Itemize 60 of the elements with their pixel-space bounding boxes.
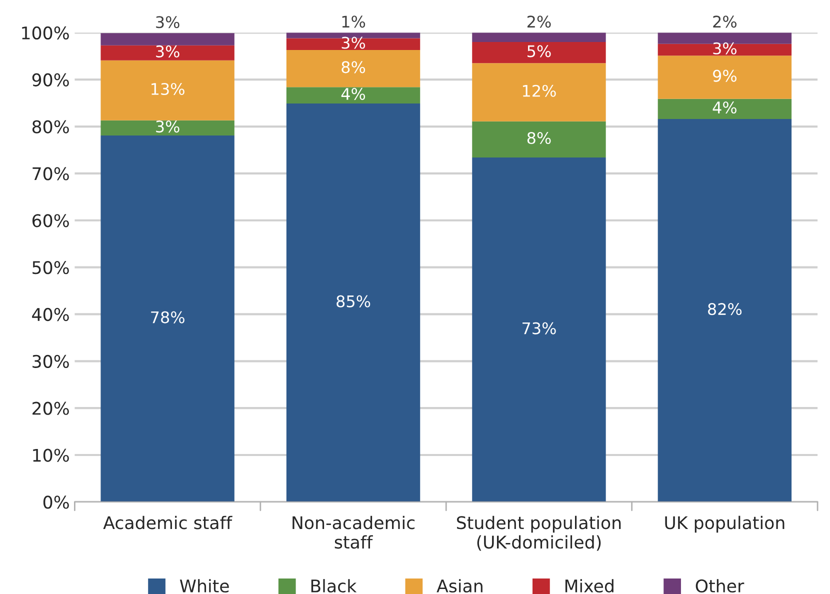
legend-label: Black xyxy=(311,579,357,593)
bar xyxy=(286,87,420,104)
bar xyxy=(472,121,606,158)
bar xyxy=(472,42,606,64)
y-tick-label: 30% xyxy=(32,354,69,368)
bar xyxy=(100,60,234,120)
x-tick-label: Academic staff xyxy=(103,516,232,530)
bar xyxy=(658,56,792,99)
bar xyxy=(658,44,792,56)
data-label: 4% xyxy=(712,101,736,114)
data-label: 78% xyxy=(151,311,184,324)
bar xyxy=(100,33,234,46)
y-tick-label: 50% xyxy=(32,261,69,274)
y-tick-label: 0% xyxy=(43,496,69,509)
y-tick-label: 100% xyxy=(22,26,69,40)
data-label: 8% xyxy=(342,61,366,74)
data-label: 3% xyxy=(156,45,180,58)
data-label: 5% xyxy=(528,45,551,58)
data-label: 9% xyxy=(713,70,736,82)
data-label: 8% xyxy=(527,132,551,144)
bar xyxy=(100,135,234,502)
y-tick-label: 70% xyxy=(32,167,69,180)
data-label: 1% xyxy=(342,16,366,28)
bar xyxy=(658,32,792,44)
bar xyxy=(286,38,420,50)
data-label: 4% xyxy=(341,88,366,100)
bar xyxy=(100,120,234,136)
x-tick-label: UK population xyxy=(665,516,784,533)
data-label: 73% xyxy=(522,322,556,334)
data-label: 3% xyxy=(342,36,366,49)
bar xyxy=(472,63,606,122)
y-tick-label: 90% xyxy=(32,73,69,86)
data-label: 3% xyxy=(713,42,736,54)
bar xyxy=(658,119,792,502)
legend-label: Mixed xyxy=(565,579,614,593)
legend-label: White xyxy=(180,579,229,593)
legend-label: Other xyxy=(696,579,744,593)
data-label: 2% xyxy=(713,16,736,28)
legend-label: Asian xyxy=(436,579,482,593)
bar xyxy=(658,98,792,120)
y-tick-label: 40% xyxy=(32,308,69,322)
bar xyxy=(472,32,606,42)
bar xyxy=(286,32,420,38)
data-label: 85% xyxy=(336,295,370,308)
data-label: 12% xyxy=(522,84,556,97)
bar xyxy=(286,104,420,502)
data-label: 2% xyxy=(527,16,551,28)
y-tick-label: 80% xyxy=(32,120,69,134)
bar xyxy=(472,157,606,502)
x-tick-label: Non-academic staff xyxy=(292,516,415,549)
y-tick-label: 20% xyxy=(32,402,69,415)
data-label: 13% xyxy=(152,82,184,96)
data-label: 3% xyxy=(156,16,180,28)
bar xyxy=(286,50,420,88)
bar xyxy=(100,45,234,60)
y-tick-label: 10% xyxy=(33,448,69,462)
data-label: 3% xyxy=(156,120,180,133)
y-tick-label: 60% xyxy=(32,214,69,228)
x-tick-label: Student population (UK-domiciled) xyxy=(457,516,621,551)
data-label: 82% xyxy=(708,303,742,316)
